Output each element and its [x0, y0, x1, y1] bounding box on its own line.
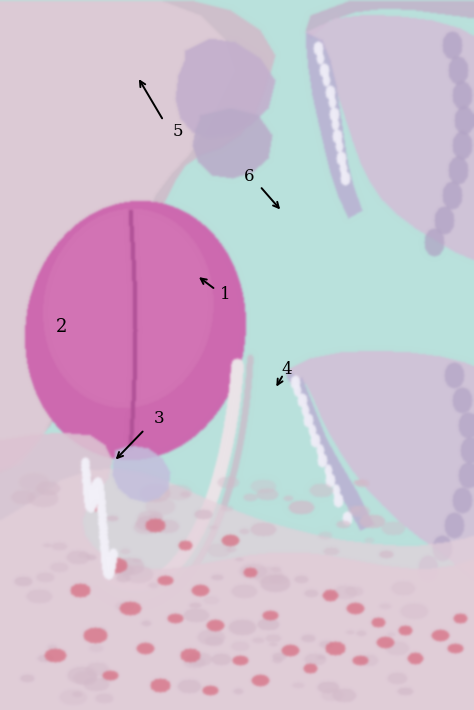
Text: 2: 2	[56, 317, 67, 336]
Text: 1: 1	[220, 286, 230, 303]
Text: 3: 3	[154, 410, 164, 427]
Text: 6: 6	[244, 168, 254, 185]
Text: 4: 4	[282, 361, 292, 378]
Text: 5: 5	[173, 123, 183, 140]
